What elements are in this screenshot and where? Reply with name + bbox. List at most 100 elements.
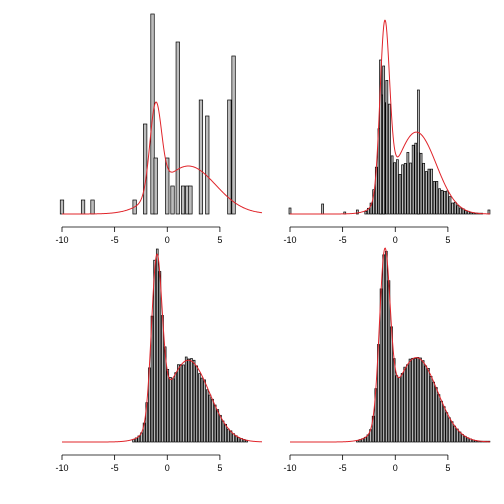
histogram-bar xyxy=(211,398,214,443)
histogram-bar xyxy=(171,378,175,443)
histogram-bar xyxy=(158,271,162,443)
histogram-bar xyxy=(445,412,449,443)
histogram-bar xyxy=(419,152,423,215)
x-tick-label: 0 xyxy=(165,235,170,245)
x-tick-label: -10 xyxy=(283,235,296,245)
histogram-bar xyxy=(443,191,447,215)
panel-bottom-right: -10 -5 0 5 xyxy=(283,247,491,473)
histogram-bar xyxy=(155,248,159,443)
histogram-bar xyxy=(387,280,391,443)
histogram-bar xyxy=(422,162,426,215)
histogram-bar xyxy=(174,372,177,443)
x-tick-label: -5 xyxy=(339,235,347,245)
histogram-bar xyxy=(424,365,428,443)
histogram-bar xyxy=(435,181,439,215)
histogram-bar xyxy=(213,404,217,443)
panel-top-right: -10 -5 0 5 xyxy=(283,19,491,245)
x-tick-label: 5 xyxy=(445,463,450,473)
histogram-bar xyxy=(165,157,170,215)
histogram-bar xyxy=(385,79,389,215)
histogram-bar xyxy=(175,41,180,215)
histogram-bar xyxy=(179,364,183,443)
histogram-bar xyxy=(411,357,414,443)
panel-bottom-left: -10 -5 0 5 xyxy=(55,248,263,473)
histogram-bar xyxy=(153,157,158,215)
density-curve xyxy=(290,19,491,215)
histogram-bar xyxy=(432,381,435,443)
histogram-bar xyxy=(231,55,236,215)
x-tick-label: -5 xyxy=(339,463,347,473)
histogram-bar xyxy=(80,199,86,215)
histogram-bar xyxy=(429,375,433,443)
panel-top-left: -10 -5 0 5 xyxy=(55,13,263,245)
histogram-bar xyxy=(203,379,206,443)
histogram-bar xyxy=(398,174,402,215)
histogram-bar xyxy=(205,115,210,215)
histogram-bar xyxy=(385,250,388,443)
histogram-bar xyxy=(453,201,457,215)
x-tick-label: 0 xyxy=(393,463,398,473)
histogram-bar xyxy=(437,394,441,443)
x-tick-label: -10 xyxy=(55,235,68,245)
histogram-bar xyxy=(379,59,382,215)
histogram-bar xyxy=(456,428,459,443)
histogram-bar xyxy=(153,259,156,443)
histogram-bar xyxy=(414,142,418,215)
histogram-bar xyxy=(188,185,193,215)
histogram-bar xyxy=(90,199,95,215)
histogram-bar xyxy=(464,210,468,215)
histogram-bar xyxy=(409,162,412,215)
histogram-bar xyxy=(288,207,292,215)
histogram-bar xyxy=(406,364,409,443)
density-curve xyxy=(62,101,263,215)
x-tick-label: 0 xyxy=(393,235,398,245)
histogram-bar xyxy=(221,420,225,443)
histogram-bar xyxy=(413,358,417,443)
histogram-bar xyxy=(403,366,407,443)
histogram-bar xyxy=(442,406,446,443)
histogram-bar xyxy=(369,202,373,215)
x-tick-label: 0 xyxy=(165,463,170,473)
histogram-bar xyxy=(392,358,396,443)
histogram-bar xyxy=(416,357,420,443)
histogram-bar xyxy=(200,377,204,443)
histogram-bar xyxy=(382,65,386,215)
histogram-bar xyxy=(219,414,222,443)
histogram-bar xyxy=(169,377,172,443)
histogram-bar xyxy=(382,254,385,443)
x-tick-label: -10 xyxy=(55,463,68,473)
histogram-bar xyxy=(459,207,462,215)
histogram-bar xyxy=(364,210,368,215)
histogram-bar xyxy=(321,203,324,215)
histogram-bar xyxy=(432,181,436,215)
histogram-bar xyxy=(446,190,449,215)
histogram-bar xyxy=(424,171,428,215)
histogram-bar xyxy=(408,358,412,443)
histogram-bar xyxy=(170,185,175,215)
histogram-bar xyxy=(430,168,433,215)
histogram-bar xyxy=(419,357,422,443)
x-tick-label: 5 xyxy=(217,235,222,245)
histogram-bar xyxy=(180,185,186,215)
histogram-bar xyxy=(406,152,410,215)
x-tick-label: 5 xyxy=(217,463,222,473)
histogram-bar xyxy=(182,364,185,443)
histogram-bar xyxy=(190,358,193,443)
histogram-bar xyxy=(456,205,460,215)
histogram-bar xyxy=(461,434,464,443)
histogram-bar xyxy=(458,431,462,443)
histogram-bar xyxy=(427,168,431,215)
density-curve xyxy=(62,253,263,443)
histogram-bar xyxy=(448,417,451,443)
histogram-bar xyxy=(451,202,454,215)
histogram-bar xyxy=(195,365,199,443)
x-tick-label: -5 xyxy=(111,235,119,245)
histogram-bar xyxy=(208,394,212,443)
histogram-bar xyxy=(427,368,430,443)
histogram-bar xyxy=(388,103,391,215)
histogram-bar xyxy=(411,144,415,215)
histogram-bar xyxy=(184,356,188,443)
histogram-bar xyxy=(396,159,399,215)
histogram-bar xyxy=(400,373,404,443)
